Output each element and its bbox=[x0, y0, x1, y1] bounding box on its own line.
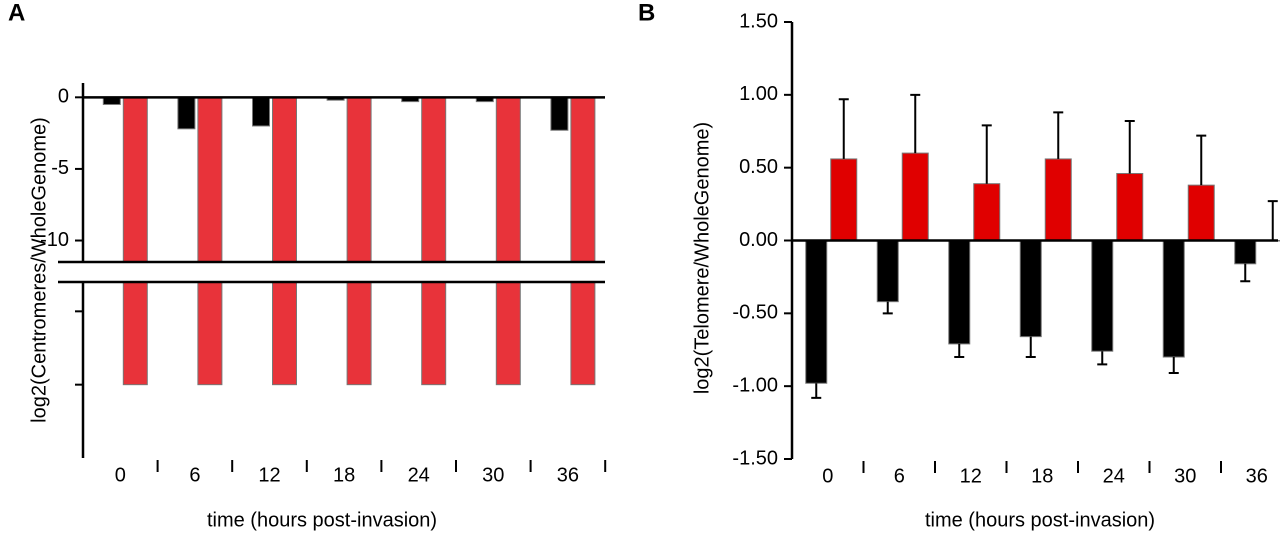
bar bbox=[1187, 184, 1215, 241]
bar bbox=[1019, 240, 1042, 338]
panel-label: B bbox=[638, 0, 655, 26]
error-bar bbox=[910, 93, 921, 154]
bar bbox=[122, 96, 148, 386]
bar bbox=[197, 96, 223, 386]
error-bar bbox=[954, 343, 965, 359]
error-bar bbox=[981, 124, 992, 184]
x-axis-label: time (hours post-invasion) bbox=[207, 509, 437, 531]
y-tick-label: -10 bbox=[40, 229, 69, 251]
bar bbox=[1162, 240, 1185, 358]
error-bar bbox=[1196, 134, 1207, 186]
y-tick-label: 1.00 bbox=[739, 83, 778, 105]
x-tick-label: 30 bbox=[1174, 465, 1196, 487]
y-tick-label: 1.50 bbox=[739, 10, 778, 32]
x-tick-label: 36 bbox=[1246, 465, 1268, 487]
y-tick-label: 0.50 bbox=[739, 156, 778, 178]
x-tick-label: 12 bbox=[960, 465, 982, 487]
error-bar bbox=[1053, 111, 1064, 159]
bar bbox=[973, 183, 1001, 242]
bar bbox=[495, 96, 521, 386]
bar bbox=[272, 96, 297, 386]
y-tick-label: 0 bbox=[58, 86, 69, 108]
bar bbox=[550, 96, 569, 131]
bar bbox=[876, 240, 899, 303]
bar bbox=[346, 96, 372, 386]
bar bbox=[830, 158, 858, 241]
bar bbox=[252, 96, 270, 127]
y-tick-label: -1.50 bbox=[732, 447, 778, 469]
y-axis-label: log2(Telomere/WholeGenome) bbox=[691, 122, 713, 394]
error-bar bbox=[1025, 336, 1036, 359]
error-bar bbox=[882, 301, 893, 315]
y-tick-label: 0.00 bbox=[739, 229, 778, 251]
x-tick-label: 36 bbox=[557, 464, 579, 486]
error-bar bbox=[1267, 200, 1278, 241]
error-bar bbox=[1124, 120, 1135, 174]
y-tick-label: -5 bbox=[51, 157, 69, 179]
x-tick-label: 24 bbox=[408, 464, 430, 486]
bar bbox=[901, 152, 929, 242]
bar bbox=[1116, 172, 1144, 241]
x-tick-label: 0 bbox=[822, 465, 833, 487]
x-axis-label: time (hours post-invasion) bbox=[925, 509, 1155, 531]
bar bbox=[177, 96, 196, 130]
error-bar bbox=[1240, 263, 1251, 283]
y-tick-label: -1.00 bbox=[732, 374, 778, 396]
bar bbox=[948, 240, 971, 345]
bar bbox=[805, 240, 828, 384]
x-tick-label: 0 bbox=[115, 464, 126, 486]
error-bar bbox=[811, 383, 822, 399]
y-tick-label: -0.50 bbox=[732, 302, 778, 324]
panel-label: A bbox=[8, 0, 25, 26]
axis-break bbox=[58, 263, 605, 281]
y-axis-label: log2(Centromeres/WholeGenome) bbox=[28, 117, 50, 423]
bar bbox=[1044, 158, 1072, 241]
x-tick-label: 18 bbox=[333, 464, 355, 486]
error-bar bbox=[1168, 357, 1179, 375]
error-bar bbox=[1097, 351, 1108, 366]
x-tick-label: 6 bbox=[189, 464, 200, 486]
error-bar bbox=[838, 98, 849, 159]
x-tick-label: 18 bbox=[1031, 465, 1053, 487]
x-tick-label: 6 bbox=[894, 465, 905, 487]
bar bbox=[1234, 240, 1257, 265]
bar bbox=[1091, 240, 1114, 352]
x-tick-label: 12 bbox=[258, 464, 280, 486]
x-tick-label: 30 bbox=[482, 464, 504, 486]
bar bbox=[570, 96, 596, 386]
bar bbox=[421, 96, 447, 386]
x-tick-label: 24 bbox=[1103, 465, 1125, 487]
